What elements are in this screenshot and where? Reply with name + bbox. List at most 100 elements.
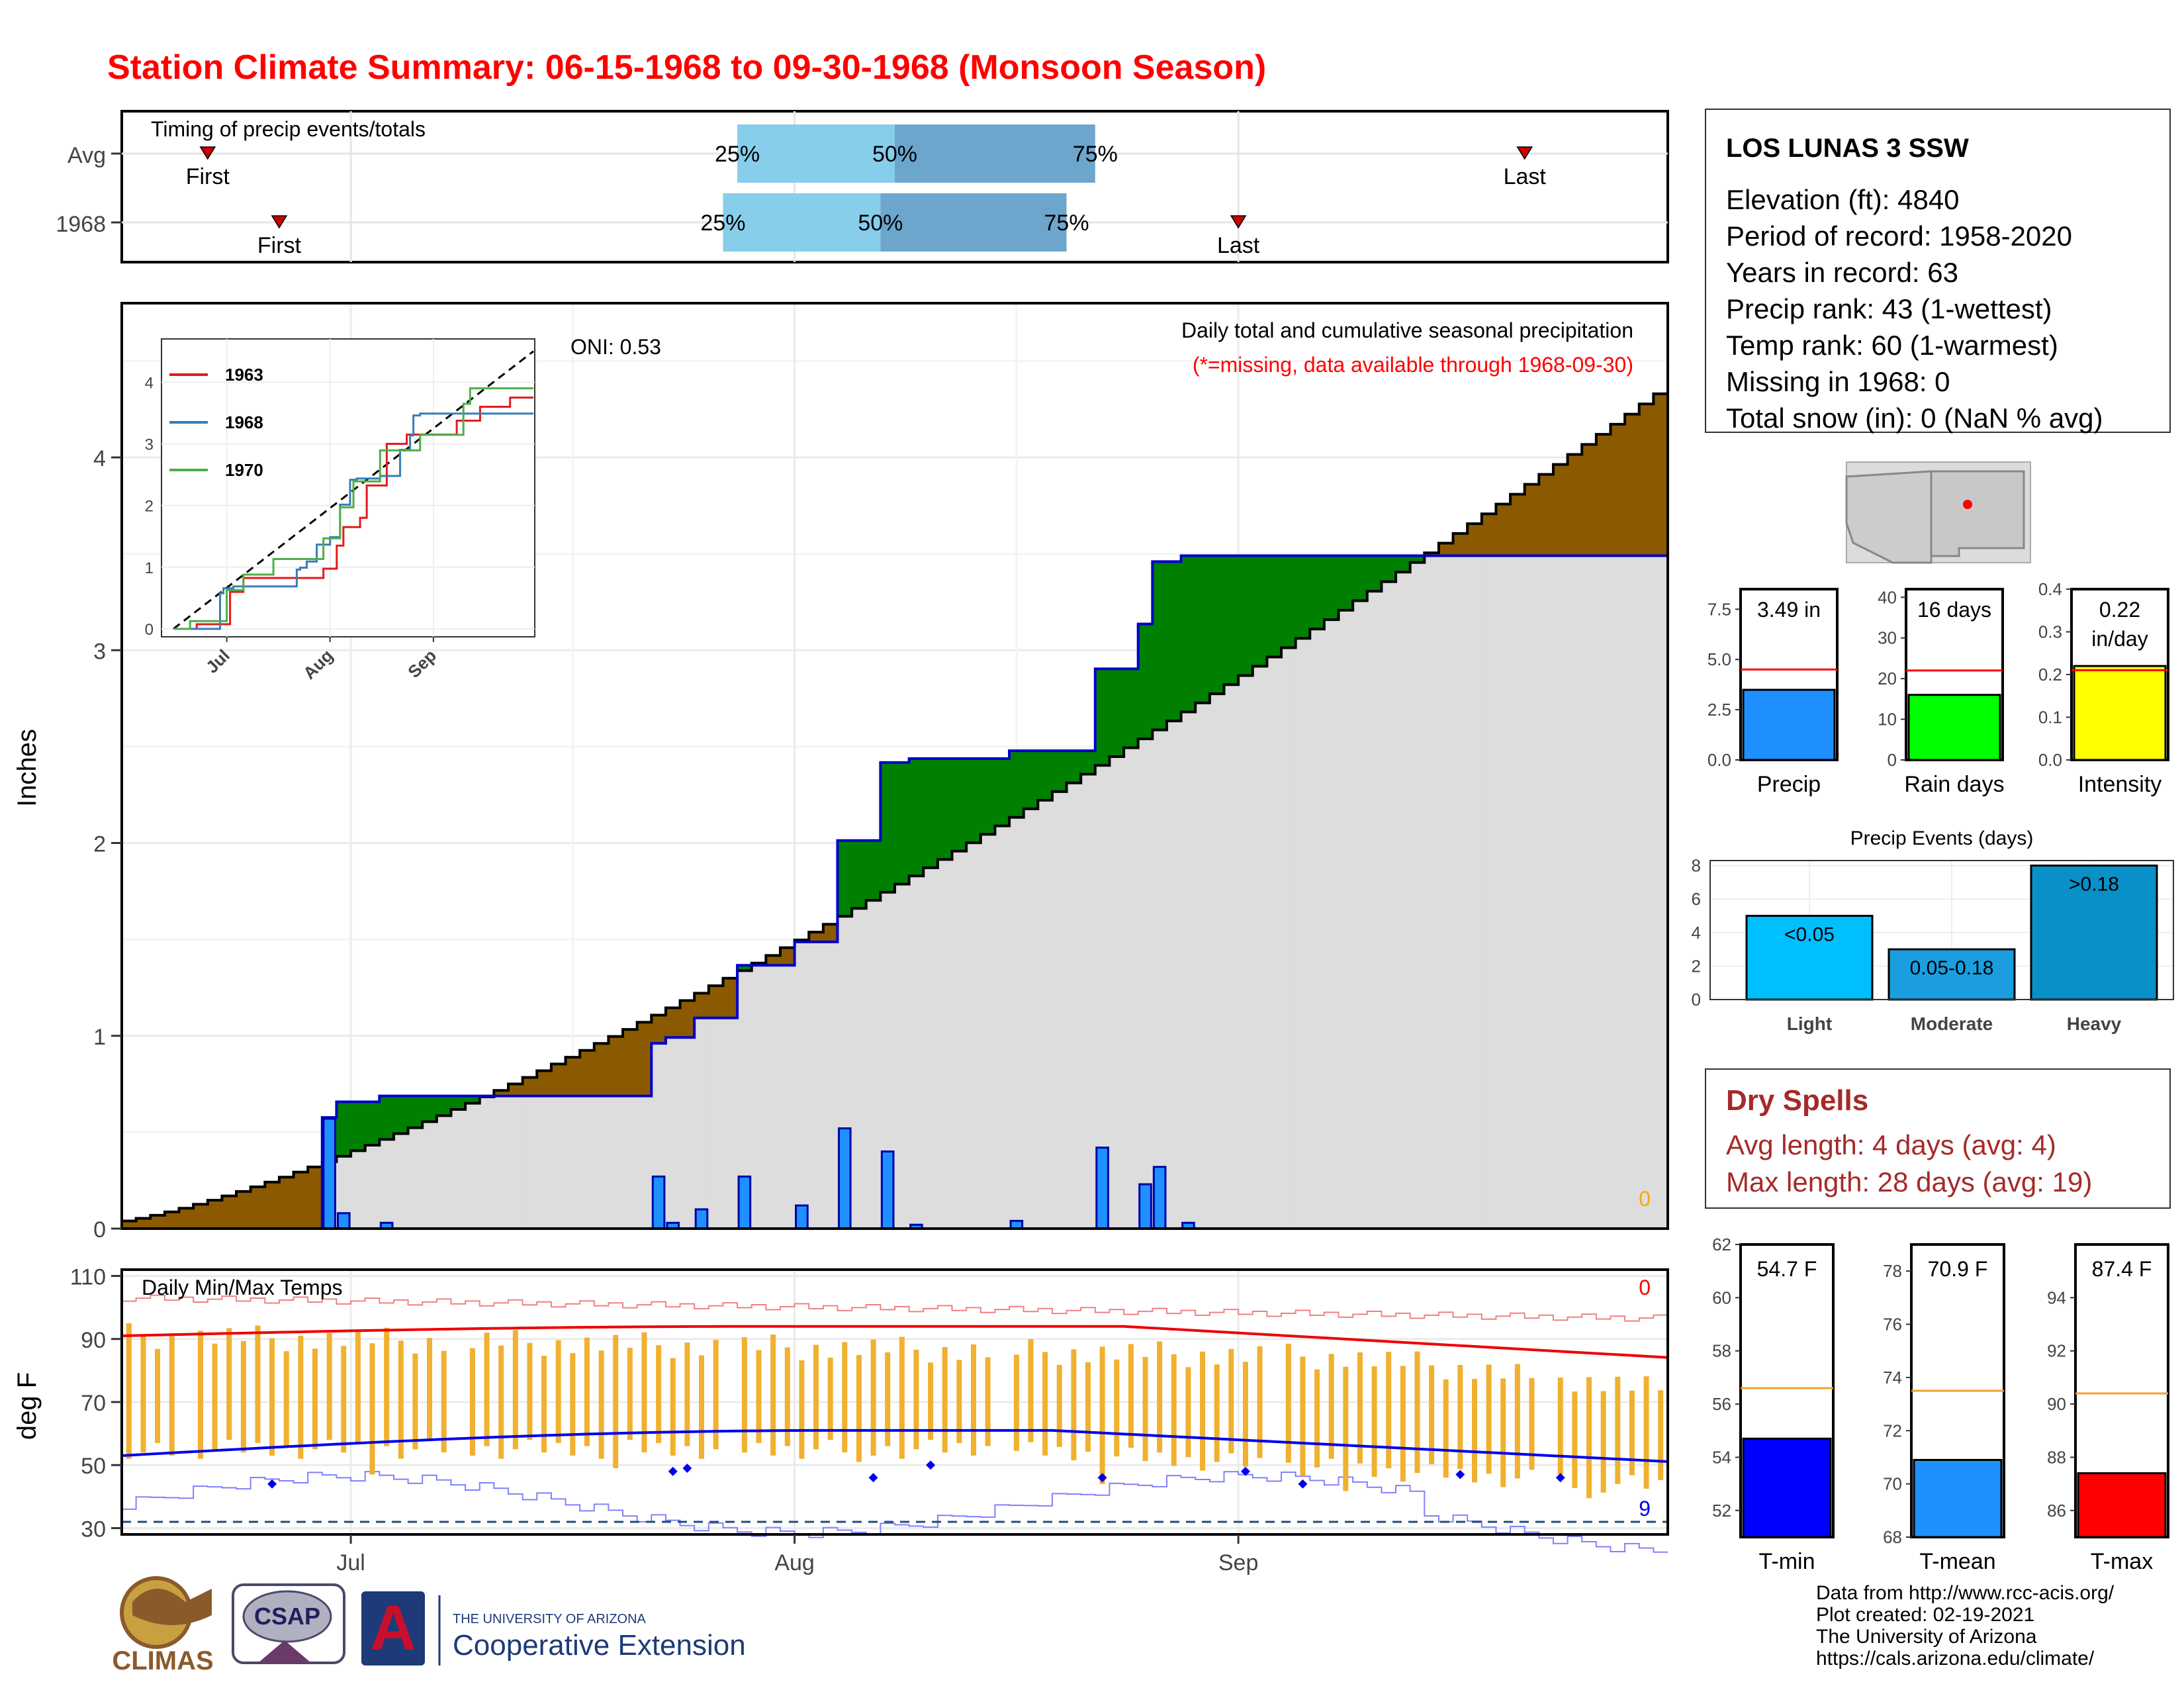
daily-temp-bar xyxy=(885,1352,891,1446)
inset-frame xyxy=(161,338,535,637)
cumulative-1968-area xyxy=(594,1096,610,1229)
timing-row-label: 1968 xyxy=(56,212,106,237)
cumulative-1968-area xyxy=(866,900,881,1229)
record-low-marker xyxy=(1240,1466,1250,1476)
surplus-area xyxy=(379,1096,394,1140)
cumulative-1968-area xyxy=(1467,555,1482,1229)
cumulative-1968-area xyxy=(1281,647,1297,1229)
cumulative-1968-area xyxy=(923,867,938,1229)
daily-temp-bar xyxy=(1514,1364,1520,1479)
cumulative-1968-area xyxy=(766,965,781,1229)
daily-temp-bar xyxy=(870,1339,876,1456)
deficit-area xyxy=(780,947,796,966)
climas-logo-swoosh xyxy=(132,1589,212,1625)
daily-temp-bar xyxy=(741,1337,747,1453)
daily-temp-bar xyxy=(355,1330,361,1443)
deficit-area xyxy=(766,955,781,966)
cumulative-1968-area xyxy=(522,1096,537,1229)
inset-ytick-label: 1 xyxy=(145,559,154,577)
surplus-area xyxy=(1181,555,1196,712)
cumulative-1968-area xyxy=(537,1096,552,1229)
daily-temp-bar xyxy=(1157,1341,1163,1453)
inset-legend-label: 1970 xyxy=(225,460,263,480)
daily-temp-bar xyxy=(598,1350,604,1459)
cumulative-1968-area xyxy=(1438,555,1454,1229)
daily-temp-bar xyxy=(1629,1390,1635,1476)
deficit-area xyxy=(179,1208,194,1229)
temp-ytick-label: 30 xyxy=(81,1517,106,1542)
gauge-tick-label: 0.3 xyxy=(2038,622,2062,642)
csap-logo-cloud xyxy=(242,1590,332,1643)
temp-gauge-tick-label: 52 xyxy=(1712,1501,1731,1521)
surplus-area xyxy=(1152,561,1167,730)
gauge-label: Precip xyxy=(1757,772,1821,797)
quartile-bar-lower xyxy=(723,193,881,252)
cumulative-1968-area xyxy=(379,1139,394,1229)
cumulative-1968-area xyxy=(1052,791,1068,1229)
deficit-area xyxy=(623,1029,638,1096)
surplus-area xyxy=(980,758,996,835)
temp-gauge-label: T-max xyxy=(2091,1549,2153,1574)
xaxis-month-label: Aug xyxy=(774,1550,815,1575)
gauge-bar xyxy=(2073,665,2167,761)
dry-spells-title: Dry Spells xyxy=(1726,1084,1869,1117)
station-line: Precip rank: 43 (1-wettest) xyxy=(1726,293,2052,324)
surplus-area xyxy=(1353,555,1368,601)
cumulative-1968-area xyxy=(508,1096,523,1229)
deficit-area xyxy=(580,1050,595,1096)
deficit-area xyxy=(694,993,709,1018)
cumulative-1968-area xyxy=(1453,555,1468,1229)
daily-temp-bar xyxy=(1371,1366,1377,1477)
gauge-tick-label: 20 xyxy=(1878,669,1897,688)
temp-gauge-tick-label: 76 xyxy=(1883,1315,1902,1335)
quartile-label-75: 75% xyxy=(1073,142,1118,167)
first-event-marker xyxy=(199,146,216,160)
surplus-area xyxy=(952,758,967,851)
cumulative-1968-area xyxy=(1209,694,1225,1229)
events-tick-label: 0 xyxy=(1692,990,1701,1009)
cumulative-1968-area xyxy=(1496,555,1511,1229)
deficit-area xyxy=(537,1070,552,1096)
cumulative-1968-area xyxy=(393,1133,409,1229)
daily-temp-bar xyxy=(212,1343,218,1450)
deficit-area xyxy=(708,986,724,1018)
quartile-bar-upper xyxy=(895,124,1095,183)
record-low-marker xyxy=(1298,1479,1308,1489)
cumulative-1968-area xyxy=(737,970,752,1229)
deficit-area xyxy=(279,1177,295,1229)
daily-temp-bar xyxy=(269,1338,275,1456)
daily-temp-bar xyxy=(1228,1348,1234,1454)
daily-temp-bar xyxy=(1457,1365,1463,1470)
cumulative-1968-area xyxy=(436,1115,452,1229)
daily-temp-bar xyxy=(1300,1356,1306,1476)
daily-temp-bar xyxy=(1615,1376,1621,1484)
daily-temp-bar xyxy=(555,1340,561,1443)
deficit-area xyxy=(809,932,824,942)
deficit-area xyxy=(1438,543,1454,556)
daily-temp-bar xyxy=(1529,1378,1535,1470)
daily-precip-bar xyxy=(336,1212,351,1230)
temp-gauge-value: 87.4 F xyxy=(2092,1257,2152,1281)
main-ytick-label: 4 xyxy=(93,446,106,471)
temp-gauge-label: T-min xyxy=(1759,1549,1815,1574)
daily-temp-bar xyxy=(341,1346,347,1453)
events-bar-label: 0.05-0.18 xyxy=(1910,957,1994,979)
daily-temp-bar xyxy=(197,1331,203,1459)
daily-temp-bar xyxy=(1257,1346,1263,1458)
daily-temp-bar xyxy=(1643,1376,1649,1489)
deficit-area xyxy=(608,1036,623,1096)
surplus-area xyxy=(852,840,867,909)
cumulative-1968-area xyxy=(1510,555,1525,1229)
record-low-marker xyxy=(1455,1470,1465,1479)
cumulative-1968-area xyxy=(1195,702,1210,1229)
inset-series-1963 xyxy=(173,397,533,630)
cumulative-1968-area xyxy=(1582,555,1597,1229)
temp-gauge-bar xyxy=(2077,1472,2167,1538)
surplus-area xyxy=(1138,624,1153,739)
daily-temp-bar xyxy=(856,1354,862,1462)
gauge-tick-label: 0 xyxy=(1888,750,1897,770)
surplus-area xyxy=(393,1096,409,1134)
deficit-area xyxy=(1553,464,1569,556)
